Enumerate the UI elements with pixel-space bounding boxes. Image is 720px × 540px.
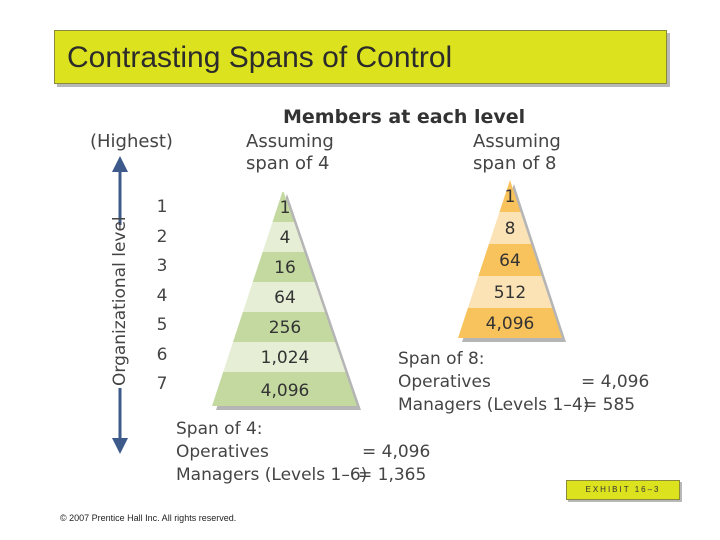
level-number: 1 — [156, 197, 168, 217]
highest-label: (Highest) — [90, 131, 173, 152]
pyramid-value: 4 — [280, 228, 291, 248]
pyramid-value: 1,024 — [261, 348, 310, 368]
span4-managers-label: Managers (Levels 1–6) — [176, 465, 368, 485]
span8-managers-value: = 585 — [583, 395, 636, 415]
pyramid-value: 512 — [494, 283, 526, 303]
pyramid-value: 16 — [274, 258, 296, 278]
span4-operatives-label: Operatives — [176, 442, 269, 462]
level-number: 2 — [156, 226, 168, 247]
pyramid-band — [458, 308, 562, 338]
pyramid-value: 1 — [280, 198, 291, 218]
span8-operatives-value: = 4,096 — [581, 372, 650, 392]
span8-summary-heading: Span of 8: — [398, 349, 485, 369]
pyramid-value: 8 — [505, 219, 516, 239]
pyramid-value: 256 — [269, 318, 301, 338]
span4-operatives-value: = 4,096 — [362, 442, 431, 462]
pyramid-band — [212, 372, 357, 406]
span4-managers-value: = 1,365 — [358, 465, 427, 485]
level-number: 6 — [156, 344, 168, 365]
pyramid-band — [212, 342, 357, 372]
span8-header-line1: Assuming — [473, 131, 561, 152]
axis-line-bottom — [118, 388, 122, 440]
span4-summary-heading: Span of 4: — [176, 419, 263, 439]
pyramid-value: 4,096 — [486, 314, 535, 334]
pyramid-value: 64 — [499, 251, 521, 271]
exhibit-badge: EXHIBIT 16–3 — [566, 480, 680, 500]
title-bar: Contrasting Spans of Control — [54, 30, 667, 84]
span8-managers-label: Managers (Levels 1–4) — [398, 395, 590, 415]
span8-operatives-label: Operatives — [398, 372, 491, 392]
copyright-notice: © 2007 Prentice Hall Inc. All rights res… — [60, 513, 237, 523]
level-number: 4 — [156, 285, 168, 306]
axis-arrow-up-icon — [112, 156, 128, 172]
span4-header: Assuming span of 4 — [246, 131, 334, 175]
level-number: 3 — [156, 256, 168, 276]
span8-values: 1 8 64 512 4,096 — [486, 187, 535, 334]
span4-header-line1: Assuming — [246, 131, 334, 152]
slide-title: Contrasting Spans of Control — [67, 41, 453, 74]
level-number: 7 — [156, 374, 168, 394]
pyramid-value: 1 — [505, 187, 516, 207]
span4-values: 1 4 16 64 256 1,024 4,096 — [261, 198, 310, 401]
axis-line-top — [118, 170, 122, 225]
span8-header-line2: span of 8 — [473, 153, 557, 174]
span8-header: Assuming span of 8 — [473, 131, 561, 175]
span4-header-line2: span of 4 — [246, 153, 330, 174]
pyramid-value: 64 — [274, 288, 296, 308]
axis-arrow-down-icon — [112, 438, 128, 454]
axis-arrow — [112, 156, 128, 454]
pyramid-value: 4,096 — [261, 381, 310, 401]
level-number: 5 — [156, 315, 168, 335]
members-heading: Members at each level — [283, 106, 526, 128]
